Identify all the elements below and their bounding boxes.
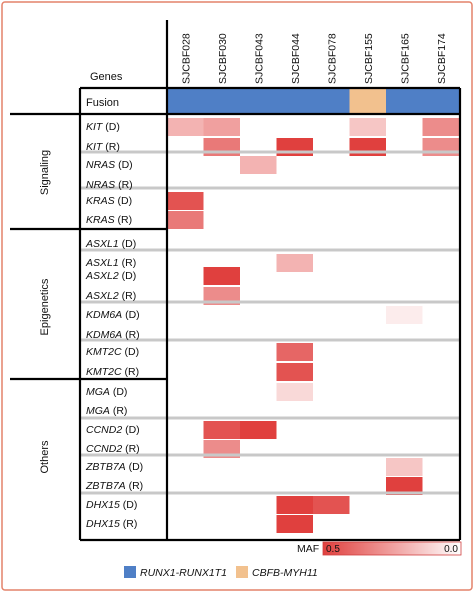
legend-swatch-cbfb bbox=[236, 566, 248, 578]
gene-label: NRAS (D) bbox=[86, 159, 133, 171]
heatmap-cell bbox=[167, 211, 204, 229]
fusion-label: Fusion bbox=[86, 97, 119, 109]
heatmap-cell bbox=[203, 421, 240, 439]
frame-lines bbox=[10, 20, 462, 542]
legend-label-cbfb: CBFB-MYH11 bbox=[252, 567, 318, 579]
heatmap-cell bbox=[276, 515, 313, 533]
gene-label: MGA (R) bbox=[86, 405, 127, 417]
gene-label: CCND2 (D) bbox=[86, 424, 140, 436]
heatmap-cell bbox=[167, 192, 204, 210]
fusion-cell bbox=[240, 89, 277, 113]
heatmap-cell bbox=[276, 343, 313, 361]
gene-label: ASXL1 (R) bbox=[85, 257, 136, 269]
sample-label: SJCBF044 bbox=[290, 33, 302, 84]
group-label: Epigenetics bbox=[39, 278, 51, 335]
gene-label: KMT2C (R) bbox=[86, 366, 139, 378]
heatmap-cell bbox=[313, 496, 350, 514]
gene-label: CCND2 (R) bbox=[86, 443, 140, 455]
fusion-cell bbox=[276, 89, 314, 113]
sample-label: SJCBF174 bbox=[436, 33, 448, 84]
fusion-cell bbox=[386, 89, 423, 113]
heatmap-cell bbox=[276, 254, 313, 272]
heatmap-cell bbox=[276, 363, 313, 381]
sample-labels: SJCBF028 SJCBF030 SJCBF043 SJCBF044 SJCBF078… bbox=[180, 33, 448, 84]
fusion-cell bbox=[349, 89, 387, 113]
sample-label: SJCBF155 bbox=[363, 33, 375, 84]
gene-label: KDM6A (R) bbox=[86, 329, 140, 341]
maf-gradient-bar bbox=[322, 541, 462, 556]
sample-label: SJCBF030 bbox=[217, 33, 229, 84]
sample-label: SJCBF043 bbox=[253, 33, 265, 84]
gene-label: KRAS (R) bbox=[86, 214, 132, 226]
heatmap-cell bbox=[276, 496, 313, 514]
heatmap-cell bbox=[386, 477, 423, 495]
gene-label: ASXL1 (D) bbox=[85, 238, 136, 250]
heatmap-cell bbox=[167, 118, 204, 136]
gene-label: KRAS (D) bbox=[86, 195, 132, 207]
gene-label: KIT (R) bbox=[86, 141, 120, 153]
group-labels: Signaling Epigenetics Others bbox=[39, 150, 51, 474]
gene-label: KIT (D) bbox=[86, 121, 120, 133]
heatmap-cell bbox=[386, 306, 423, 324]
heatmap-cell bbox=[240, 156, 277, 174]
genes-header: Genes bbox=[90, 71, 123, 83]
heatmap-cell bbox=[203, 267, 240, 285]
gene-label: ASXL2 (D) bbox=[85, 270, 136, 282]
fusion-cell bbox=[422, 89, 460, 113]
group-label: Signaling bbox=[39, 150, 51, 195]
legend-label-runx1: RUNX1-RUNX1T1 bbox=[140, 567, 227, 579]
fusion-cell bbox=[203, 89, 241, 113]
heatmap-cell bbox=[240, 421, 277, 439]
gene-label: DHX15 (D) bbox=[86, 499, 137, 511]
gene-label: ASXL2 (R) bbox=[85, 290, 136, 302]
legend-swatch-runx1 bbox=[124, 566, 136, 578]
gene-label: ZBTB7A (R) bbox=[85, 480, 143, 492]
heatmap-cell bbox=[203, 118, 240, 136]
heatmap-cell bbox=[276, 383, 313, 401]
gene-labels: KIT (D) KIT (R) NRAS (D) NRAS (R) KRAS (D) KR… bbox=[85, 121, 143, 530]
heatmap-cell bbox=[422, 118, 459, 136]
gene-label: MGA (D) bbox=[86, 386, 127, 398]
gene-label: DHX15 (R) bbox=[86, 518, 137, 530]
heatmap-cell bbox=[386, 458, 423, 476]
gene-label: ZBTB7A (D) bbox=[85, 461, 143, 473]
heatmap-cell bbox=[349, 118, 386, 136]
maf-label: MAF bbox=[297, 543, 319, 555]
sample-label: SJCBF165 bbox=[399, 33, 411, 84]
group-label: Others bbox=[39, 440, 51, 474]
heatmap-cells bbox=[167, 118, 459, 533]
gene-label: KMT2C (D) bbox=[86, 346, 139, 358]
maf-high-label: 0.5 bbox=[326, 544, 340, 555]
gene-label: KDM6A (D) bbox=[86, 309, 140, 321]
maf-low-label: 0.0 bbox=[444, 544, 458, 555]
fusion-bar bbox=[167, 89, 460, 113]
row-separators bbox=[80, 150, 460, 495]
sample-label: SJCBF028 bbox=[180, 33, 192, 84]
gene-label: NRAS (R) bbox=[86, 179, 133, 191]
fusion-cell bbox=[313, 89, 350, 113]
fusion-cell bbox=[167, 89, 204, 113]
sample-label: SJCBF078 bbox=[326, 33, 338, 84]
